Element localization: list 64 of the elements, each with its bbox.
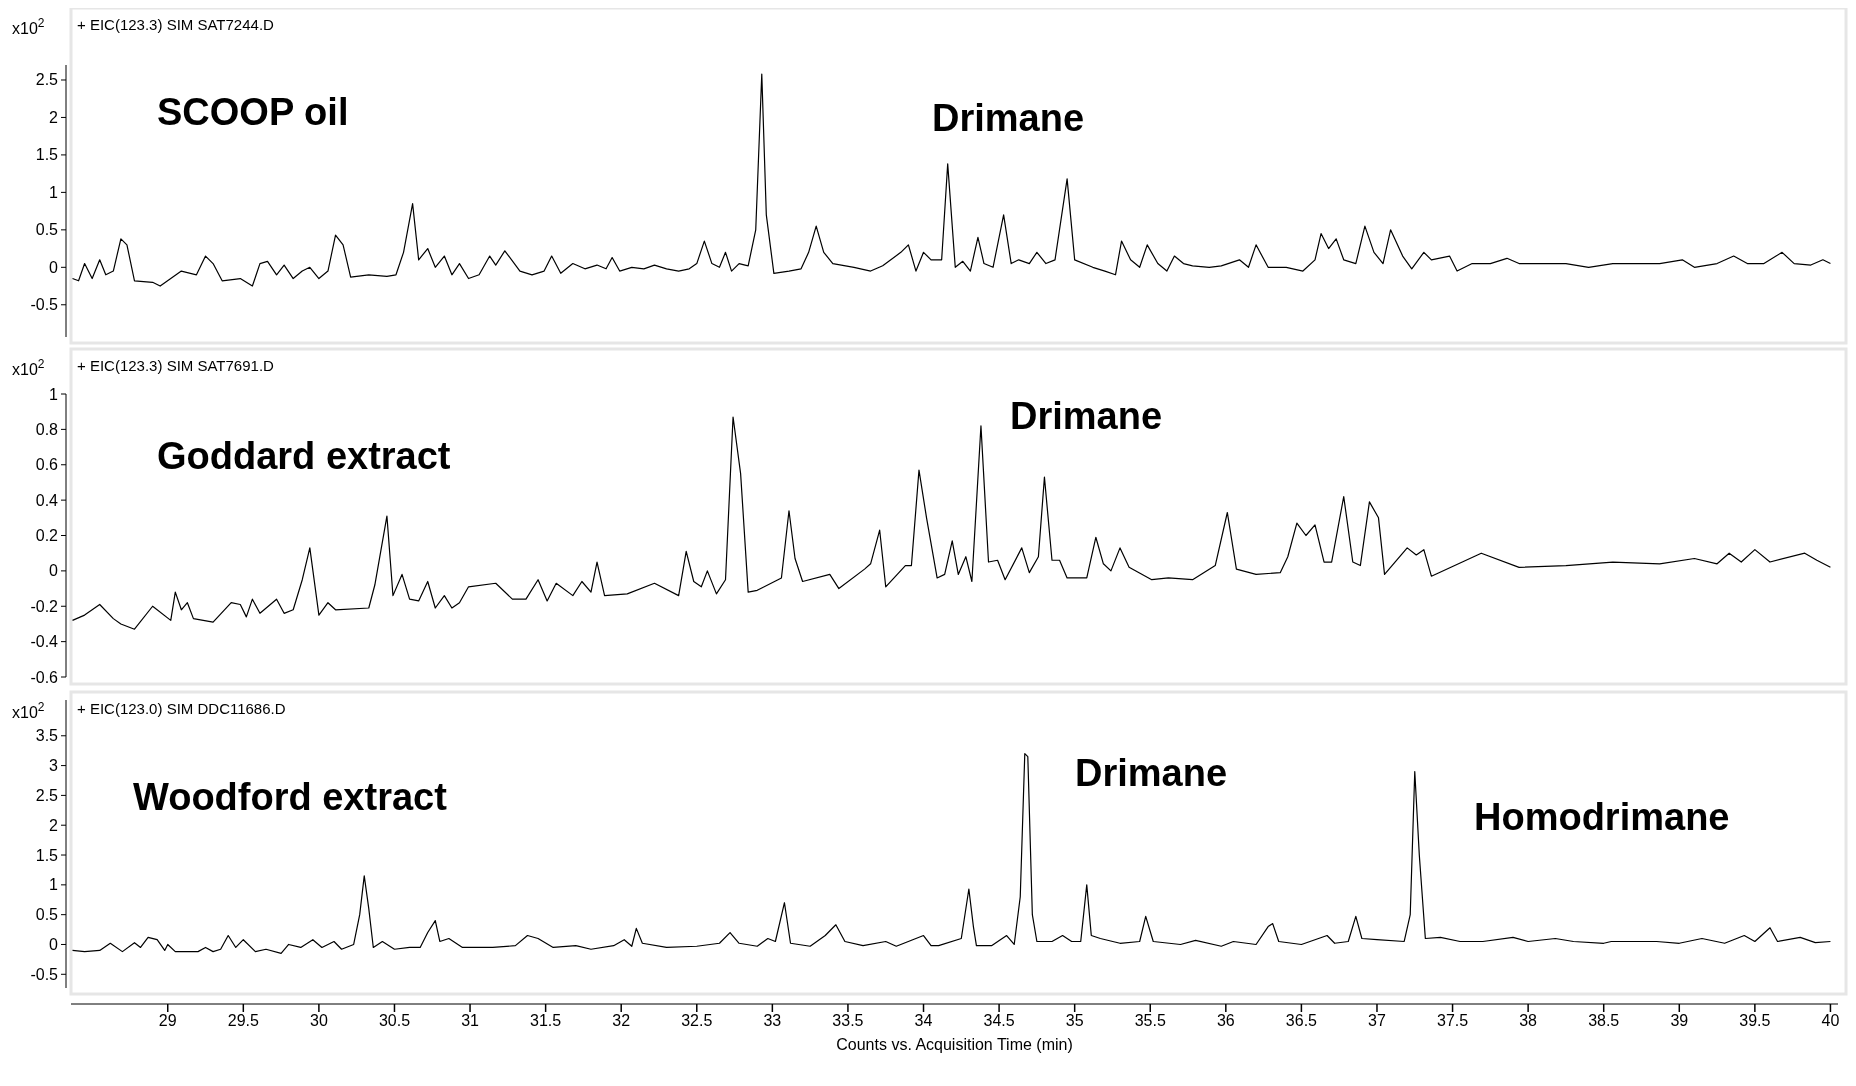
line-series xyxy=(71,73,1832,287)
y-tick-label: 0.5 xyxy=(35,221,59,239)
x-tick-label: 35 xyxy=(1065,1012,1084,1029)
x-tick-label: 33 xyxy=(763,1012,782,1029)
x-tick-label: 33.5 xyxy=(832,1012,864,1029)
annotation: Goddard extract xyxy=(157,435,451,477)
x-tick-label: 36.5 xyxy=(1285,1012,1318,1029)
annotation: Drimane xyxy=(1010,395,1163,437)
x-tick-label: 29.5 xyxy=(227,1012,259,1029)
y-tick-label: 0 xyxy=(49,562,59,580)
chart-title: + EIC(123.3) SIM SAT7691.D xyxy=(77,357,275,374)
x-tick-label: 31 xyxy=(461,1012,480,1029)
y-tick-label: -0.5 xyxy=(30,965,59,983)
y-tick-label: 1.5 xyxy=(35,846,59,864)
y-tick-label: 2.5 xyxy=(35,71,59,89)
x-tick-label: 34.5 xyxy=(983,1012,1015,1029)
y-tick-label: 0.2 xyxy=(35,527,59,544)
x-tick-label: 35.5 xyxy=(1134,1012,1166,1029)
annotation: SCOOP oil xyxy=(157,91,349,133)
y-tick-label: 1 xyxy=(49,385,59,403)
x-axis-title: Counts vs. Acquisition Time (min) xyxy=(836,1036,1073,1053)
y-tick-label: 1 xyxy=(49,876,59,894)
y-tick-label: 2.5 xyxy=(35,786,59,804)
x-tick-label: 30.5 xyxy=(378,1012,411,1029)
x-tick-label: 40 xyxy=(1821,1012,1840,1029)
x-tick-label: 37 xyxy=(1368,1012,1386,1029)
x-tick-label: 39 xyxy=(1670,1012,1689,1029)
x-tick-label: 38 xyxy=(1519,1012,1538,1029)
chart-title: + EIC(123.3) SIM SAT7244.D xyxy=(77,16,275,33)
y-tick-label: -0.6 xyxy=(30,668,59,686)
annotation: Drimane xyxy=(1075,752,1228,794)
annotation: Homodrimane xyxy=(1474,796,1730,838)
y-tick-label: 1.5 xyxy=(35,146,59,164)
x-tick-label: 32 xyxy=(612,1012,631,1029)
x-tick-label: 29 xyxy=(158,1012,177,1029)
x-tick-label: 30 xyxy=(310,1012,328,1029)
y-tick-label: -0.4 xyxy=(30,633,59,651)
annotation: Drimane xyxy=(932,97,1085,139)
y-axis-title: x10$^{2}$ xyxy=(12,16,45,37)
chart-title: + EIC(123.0) SIM DDC11686.D xyxy=(77,700,286,717)
y-tick-label: 2 xyxy=(49,108,59,126)
x-tick-label: 38.5 xyxy=(1588,1012,1620,1029)
y-tick-label: 0 xyxy=(49,935,59,953)
x-tick-label: 36 xyxy=(1216,1012,1235,1029)
y-tick-label: -0.5 xyxy=(30,296,59,314)
y-tick-label: 0.6 xyxy=(35,456,59,474)
y-tick-label: 1 xyxy=(49,183,59,201)
x-tick-label: 32.5 xyxy=(681,1012,713,1029)
y-tick-label: 0 xyxy=(49,258,59,276)
x-tick-label: 34 xyxy=(914,1012,933,1029)
y-tick-label: 3 xyxy=(49,757,59,775)
y-tick-label: 2 xyxy=(49,816,59,834)
y-tick-label: 0.4 xyxy=(35,491,59,509)
annotation: Woodford extract xyxy=(133,776,448,818)
y-axis-title: x10$^{2}$ xyxy=(12,700,45,721)
x-tick-label: 31.5 xyxy=(530,1012,562,1029)
y-axis-title: x10$^{2}$ xyxy=(12,357,45,378)
y-tick-label: 3.5 xyxy=(35,727,59,745)
line-series xyxy=(71,753,1832,955)
y-tick-label: -0.2 xyxy=(30,597,59,615)
y-tick-label: 0.8 xyxy=(35,420,59,438)
x-tick-label: 37.5 xyxy=(1436,1012,1469,1029)
y-tick-label: 0.5 xyxy=(35,906,59,924)
x-tick-label: 39.5 xyxy=(1739,1012,1771,1029)
